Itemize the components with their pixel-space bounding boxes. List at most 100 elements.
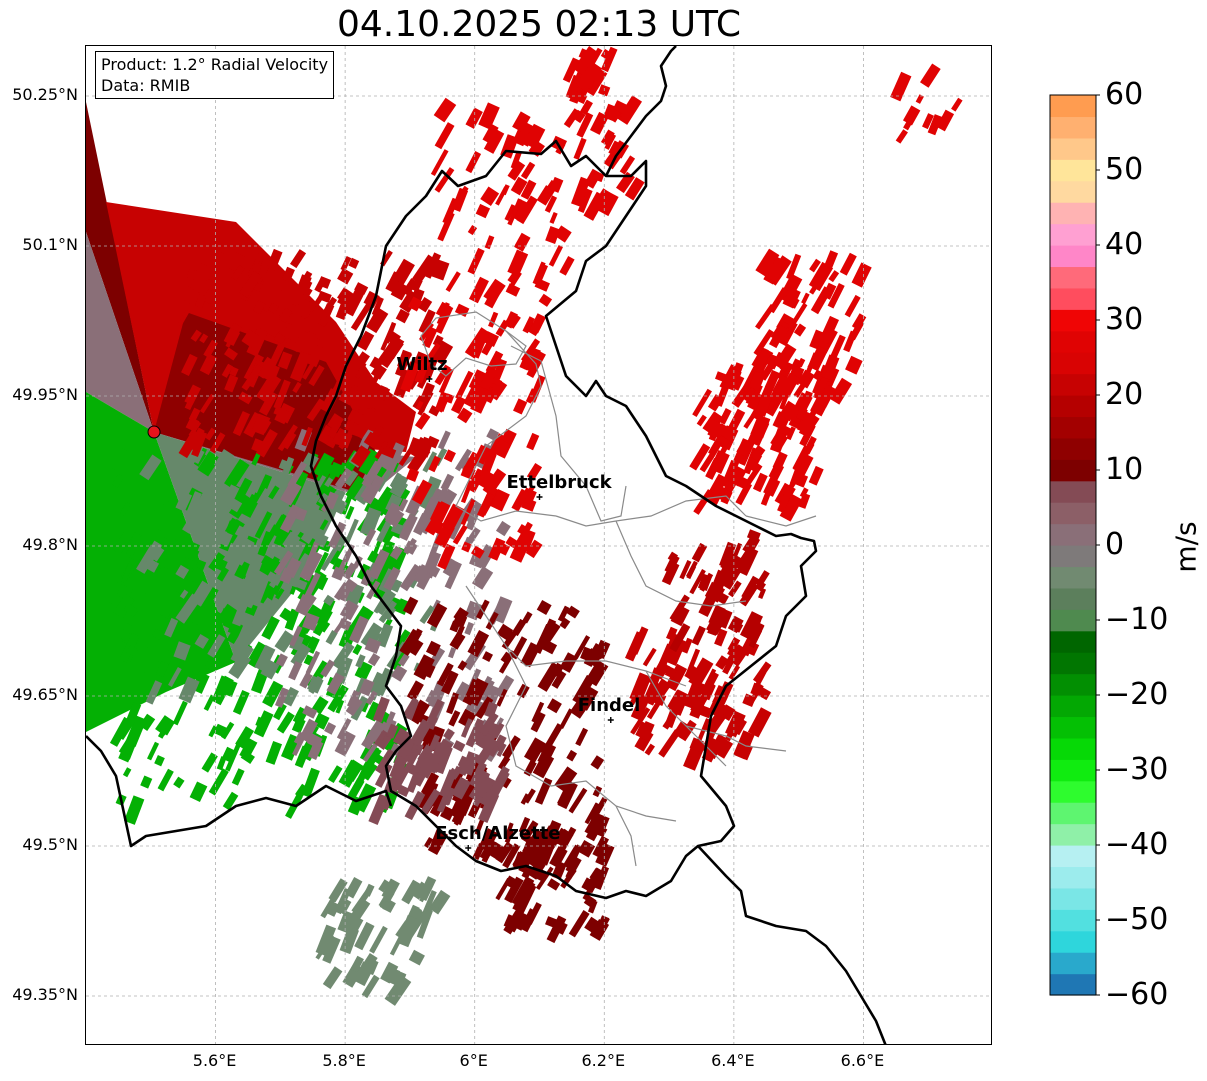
echo-cell xyxy=(416,570,432,590)
echo-cell xyxy=(173,641,191,661)
echo-cell xyxy=(190,580,213,607)
echo-cell xyxy=(511,876,535,907)
echo-cell xyxy=(414,354,432,384)
echo-cell xyxy=(322,966,343,990)
echo-cell xyxy=(380,350,394,365)
echo-cell xyxy=(195,606,211,631)
echo-cell xyxy=(325,630,338,645)
echo-cell xyxy=(211,675,234,706)
luxembourg-border xyxy=(309,139,818,900)
echo-cell xyxy=(107,580,125,605)
echo-cell xyxy=(600,129,615,146)
echo-cell xyxy=(670,604,690,627)
echo-cell xyxy=(179,589,189,599)
colorbar-tick-label: 60 xyxy=(1105,77,1144,112)
echo-cell xyxy=(479,711,499,736)
echo-cell xyxy=(279,504,302,533)
lat-tick-label: 49.35°N xyxy=(12,985,78,1004)
echo-cell xyxy=(213,449,235,472)
echo-cell xyxy=(559,652,578,673)
echo-cell xyxy=(331,641,355,670)
echo-cell xyxy=(664,666,677,679)
echo-cell xyxy=(520,179,537,200)
echo-cell xyxy=(348,384,359,398)
echo-cell xyxy=(300,519,315,536)
colorbar-segment xyxy=(1050,202,1096,225)
echo-cell xyxy=(516,528,536,553)
colorbar-segment xyxy=(1050,95,1096,118)
echo-cell xyxy=(347,409,364,425)
echo-cell xyxy=(216,603,237,626)
echo-cell xyxy=(576,112,594,138)
echo-cell xyxy=(458,455,470,470)
colorbar-segment xyxy=(1050,887,1096,910)
echo-cell xyxy=(191,431,208,458)
echo-cell xyxy=(138,573,153,594)
echo-cell xyxy=(319,296,338,320)
echo-cell xyxy=(342,562,358,580)
lon-tick-label: 6.2°E xyxy=(581,1051,626,1070)
echo-cell xyxy=(549,212,558,224)
echo-cell xyxy=(572,109,586,124)
colorbar-tick-label: −30 xyxy=(1105,752,1169,787)
echo-cell xyxy=(592,645,607,660)
echo-cell xyxy=(691,542,708,563)
echo-cell xyxy=(339,926,359,955)
echo-cell xyxy=(228,652,252,679)
echo-cell xyxy=(513,232,531,252)
echo-cell xyxy=(342,759,364,783)
echo-cell xyxy=(158,502,179,533)
echo-cell xyxy=(487,841,507,861)
echo-cell xyxy=(413,654,435,681)
echo-cell xyxy=(419,322,434,342)
echo-cell xyxy=(146,559,160,573)
echo-cell xyxy=(221,746,238,764)
echo-cell xyxy=(417,876,437,902)
colorbar-segment xyxy=(1050,352,1096,375)
echo-cell xyxy=(202,288,217,305)
echo-cell xyxy=(260,659,280,680)
echo-cell xyxy=(922,113,934,130)
echo-cell xyxy=(584,802,600,825)
echo-cell xyxy=(361,974,380,999)
echo-cell xyxy=(155,661,169,678)
echo-cell xyxy=(282,686,299,707)
canton-border xyxy=(465,585,687,687)
echo-cell xyxy=(289,625,303,647)
echo-cell xyxy=(167,610,177,621)
echo-cell xyxy=(592,171,605,183)
echo-cell xyxy=(308,337,321,356)
echo-cell xyxy=(354,351,370,369)
echo-cell xyxy=(295,274,312,296)
echo-cell xyxy=(808,465,824,486)
echo-cell xyxy=(699,572,714,592)
echo-cell xyxy=(184,384,201,406)
radar-map[interactable]: Wiltz Ettelbruck Findel Esch/Alzette xyxy=(85,45,992,1045)
echo-cell xyxy=(350,695,369,721)
echo-cell xyxy=(378,731,387,741)
colorbar-tick-label: 50 xyxy=(1105,152,1144,187)
echo-cell xyxy=(216,566,230,582)
echo-cell xyxy=(520,161,536,180)
echo-cell xyxy=(412,754,426,774)
echo-cell xyxy=(696,718,710,745)
echo-cell xyxy=(151,546,165,562)
echo-cell xyxy=(467,225,478,236)
echo-cell xyxy=(381,445,397,459)
echo-cell xyxy=(568,910,590,938)
echo-cell xyxy=(732,375,745,391)
echo-cell xyxy=(920,63,941,88)
echo-cell xyxy=(716,435,730,448)
echo-cell xyxy=(370,540,382,561)
echo-cell xyxy=(722,657,735,675)
echo-cell xyxy=(143,540,163,565)
echo-cell xyxy=(251,672,268,694)
echo-cell xyxy=(291,330,308,353)
echo-cell xyxy=(797,357,806,368)
echo-cell xyxy=(448,510,467,540)
echo-cell xyxy=(350,955,364,973)
echo-cell xyxy=(667,551,679,563)
echo-cell xyxy=(172,700,188,726)
echo-cell xyxy=(547,878,561,891)
echo-cell xyxy=(513,911,529,931)
